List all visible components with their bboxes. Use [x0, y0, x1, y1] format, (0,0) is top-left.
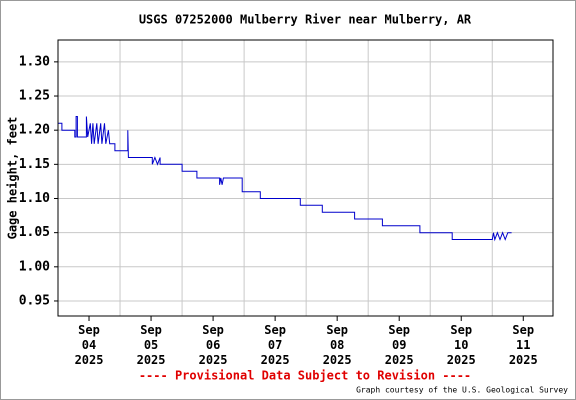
provisional-note: ---- Provisional Data Subject to Revisio…	[139, 369, 471, 383]
x-tick-label: Sep 07 2025	[261, 323, 290, 367]
x-tick-label: Sep 04 2025	[75, 323, 104, 367]
chart-title: USGS 07252000 Mulberry River near Mulber…	[139, 13, 472, 27]
x-tick-label: Sep 10 2025	[447, 323, 476, 367]
x-tick-label: Sep 08 2025	[323, 323, 352, 367]
x-tick-label: Sep 09 2025	[385, 323, 414, 367]
y-tick-label: 1.25	[19, 89, 50, 104]
y-tick-label: 1.10	[19, 191, 50, 206]
y-tick-label: 1.15	[19, 157, 50, 172]
data-line	[58, 116, 512, 242]
x-tick-label: Sep 05 2025	[137, 323, 166, 367]
x-tick-label: Sep 11 2025	[509, 323, 538, 367]
y-axis-label: Gage height, feet	[6, 117, 20, 240]
y-tick-label: 1.30	[19, 54, 50, 69]
plot-frame	[57, 39, 554, 317]
y-tick-label: 0.95	[19, 293, 50, 308]
credit: Graph courtesy of the U.S. Geological Su…	[356, 386, 568, 395]
x-tick-label: Sep 06 2025	[199, 323, 228, 367]
y-tick-label: 1.05	[19, 225, 50, 240]
y-tick-label: 1.00	[19, 259, 50, 274]
y-tick-label: 1.20	[19, 123, 50, 138]
